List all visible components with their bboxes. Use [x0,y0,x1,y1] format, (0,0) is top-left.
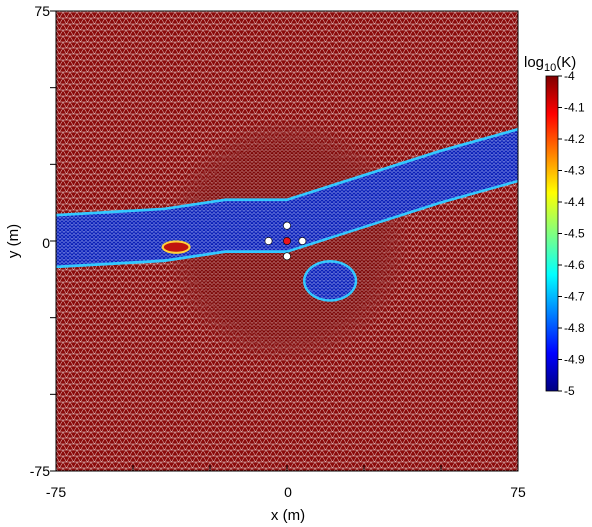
colorbar-tick-label: -4.8 [564,321,585,335]
y-tick-label: 0 [42,235,50,251]
plot-area [56,11,518,471]
y-ticks [50,10,56,472]
colorbar: log10(K) -4-4.1-4.2-4.3-4.4-4.5-4.6-4.7-… [524,54,585,398]
low-k-channel [56,130,518,266]
colorbar-tick-label: -4.6 [564,258,585,272]
observation-well-marker [283,221,291,230]
colorbar-label-base: log [524,54,544,71]
y-tick-label: -75 [30,463,50,479]
x-axis-title: x (m) [271,507,305,524]
x-tick-label: 0 [284,484,292,500]
y-axis: 75 0 -75 y (m) [5,3,57,479]
colorbar-tick-label: -4.4 [564,195,585,209]
x-tick-label: 75 [510,484,526,500]
colorbar-tick-label: -4.7 [564,290,585,304]
observation-well-marker [283,252,291,261]
colorbar-label-arg: (K) [556,54,576,71]
colorbar-gradient [545,75,559,392]
x-axis: -75 0 75 x (m) [46,465,526,524]
low-k-blob [305,262,355,300]
colorbar-tick-label: -5 [564,384,575,398]
y-axis-title: y (m) [5,224,22,258]
colorbar-tick-label: -4.5 [564,227,585,241]
colorbar-label: log10(K) [524,54,576,74]
x-tick-label: -75 [46,484,66,500]
high-k-lens [163,242,189,252]
colorbar-tick-label: -4.3 [564,164,585,178]
colorbar-label-sub: 10 [544,62,556,74]
colorbar-tick-label: -4.9 [564,353,585,367]
observation-well-marker [264,237,273,245]
pumping-well-marker [283,237,291,245]
wells-layer [264,221,307,261]
colorbar-ticks: -4 -4.1 -4.2 -4.3 -4.4 -4.5 -4.6 -4.7 -4.8 -4.9 -5 [558,69,585,398]
colorbar-tick-label: -4.1 [564,101,585,115]
colorbar-tick-label: -4 [564,69,575,83]
colorbar-tick-label: -4.2 [564,132,585,146]
observation-well-marker [298,237,307,245]
y-tick-label: 75 [34,3,50,19]
